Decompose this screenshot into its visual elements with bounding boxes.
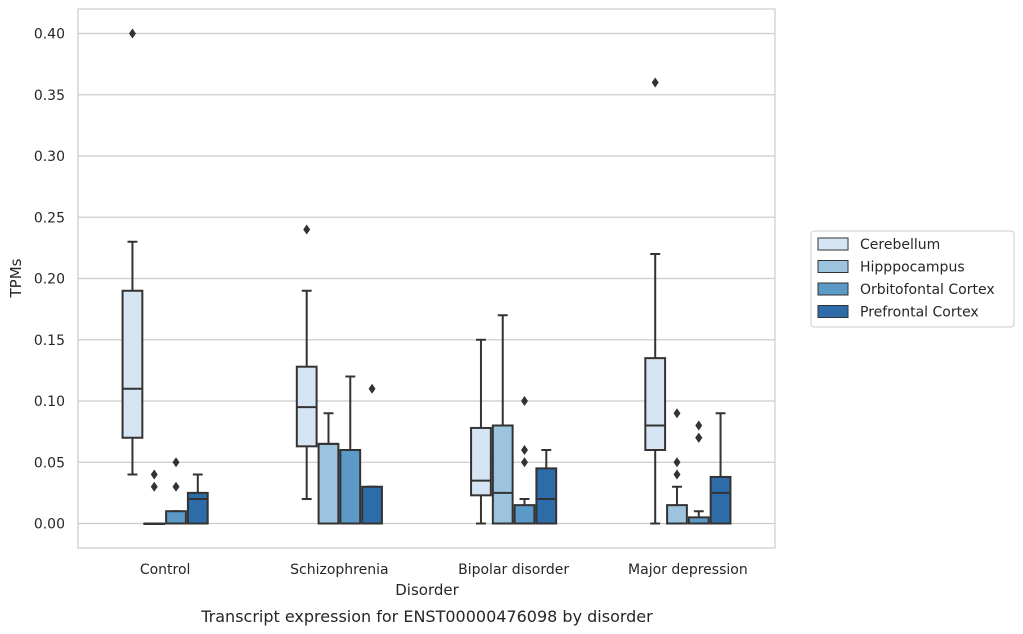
box-3-0 (645, 78, 665, 524)
outlier-point (303, 225, 310, 235)
grid-lines (78, 34, 775, 524)
box-3-3 (711, 413, 731, 523)
x-tick-label: Major depression (628, 562, 748, 578)
outlier-point (695, 421, 702, 431)
box-3-2 (689, 421, 709, 524)
box-iqr (166, 511, 186, 523)
y-tick-label: 0.40 (34, 27, 65, 43)
box-iqr (711, 477, 731, 524)
legend: Cerebellum Hipppocampus Orbitofontal Corte… (811, 231, 1014, 327)
y-tick-label: 0.10 (34, 394, 65, 410)
outlier-point (673, 470, 680, 480)
legend-label: Orbitofontal Cortex (860, 282, 995, 298)
y-axis-ticks: 0.00 0.05 0.10 0.15 0.20 0.25 0.30 0.35 0.40 (34, 27, 65, 533)
y-tick-label: 0.20 (34, 272, 65, 288)
outlier-point (521, 396, 528, 406)
box-2-2 (515, 396, 535, 524)
box-iqr (645, 358, 665, 450)
y-tick-label: 0.30 (34, 149, 65, 165)
box-iqr (188, 493, 208, 524)
y-tick-label: 0.00 (34, 517, 65, 533)
y-tick-label: 0.25 (34, 210, 65, 226)
outlier-point (151, 482, 158, 492)
box-3-1 (667, 408, 687, 523)
outlier-point (129, 29, 136, 39)
outlier-point (173, 482, 180, 492)
box-1-3 (362, 384, 382, 524)
box-0-1 (144, 470, 164, 525)
legend-label: Prefrontal Cortex (860, 305, 979, 321)
outlier-point (673, 457, 680, 467)
x-axis-label: Disorder (395, 581, 459, 599)
legend-label: Hipppocampus (860, 260, 965, 276)
box-iqr (471, 428, 491, 495)
box-1-1 (319, 413, 339, 523)
x-tick-label: Schizophrenia (290, 562, 388, 578)
outlier-point (673, 408, 680, 418)
y-tick-label: 0.15 (34, 333, 65, 349)
box-iqr (493, 426, 513, 524)
legend-swatch (818, 261, 848, 273)
outlier-point (173, 457, 180, 467)
legend-swatch (818, 306, 848, 318)
plot-area (123, 29, 731, 525)
legend-label: Cerebellum (860, 237, 940, 253)
outlier-point (695, 433, 702, 443)
outlier-point (521, 445, 528, 455)
legend-swatch (818, 283, 848, 295)
x-tick-label: Bipolar disorder (458, 562, 569, 578)
outlier-point (521, 457, 528, 467)
box-iqr (123, 291, 143, 438)
y-tick-label: 0.05 (34, 455, 65, 471)
box-1-2 (340, 377, 360, 524)
box-2-3 (536, 450, 556, 524)
outlier-point (369, 384, 376, 394)
box-iqr (319, 444, 339, 524)
box-iqr (515, 505, 535, 523)
box-plot-chart: 0.00 0.05 0.10 0.15 0.20 0.25 0.30 0.35 0.40 Con… (0, 0, 1023, 634)
outlier-point (151, 470, 158, 480)
legend-swatch (818, 238, 848, 250)
x-axis-ticks: Control Schizophrenia Bipolar disorder Majo… (140, 562, 748, 578)
x-tick-label: Control (140, 562, 191, 578)
box-iqr (362, 487, 382, 524)
box-2-0 (471, 340, 491, 524)
box-0-0 (123, 29, 143, 475)
box-1-0 (297, 225, 317, 500)
y-axis-label: TPMs (7, 258, 25, 298)
box-0-3 (188, 475, 208, 524)
box-2-1 (493, 315, 513, 523)
outlier-point (652, 78, 659, 88)
box-iqr (340, 450, 360, 524)
box-iqr (536, 468, 556, 523)
box-iqr (667, 505, 687, 523)
chart-caption: Transcript expression for ENST0000047609… (200, 607, 653, 626)
y-tick-label: 0.35 (34, 88, 65, 104)
box-0-2 (166, 457, 186, 523)
